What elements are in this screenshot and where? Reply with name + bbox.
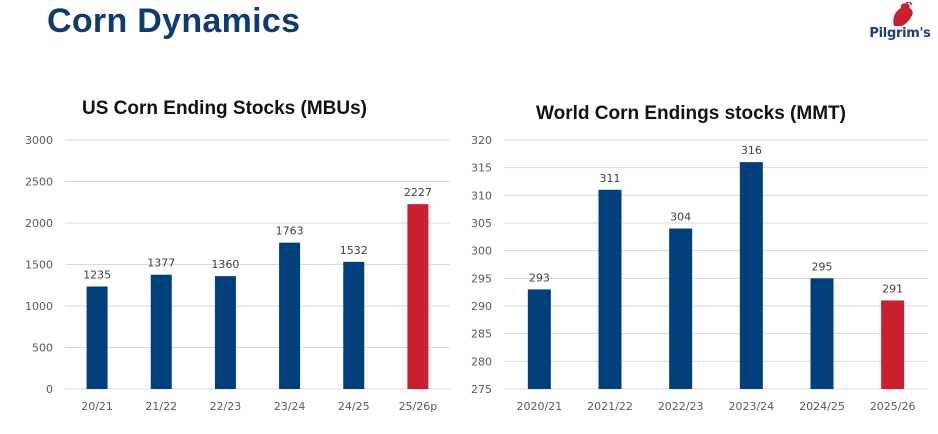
us-bar-24-25 (343, 261, 365, 389)
us-bar-23-24 (279, 242, 301, 389)
us-data-label: 1235 (83, 268, 111, 281)
world-bar-2023-24 (739, 162, 763, 389)
us-x-tick-label: 25/26p (399, 400, 438, 413)
us-y-tick-label: 500 (32, 342, 53, 355)
us-x-tick-label: 22/23 (210, 400, 242, 413)
us-y-tick-label: 2500 (25, 176, 53, 189)
us-chart-title: US Corn Ending Stocks (MBUs) (82, 98, 368, 119)
world-data-label: 311 (600, 172, 621, 185)
us-x-tick-label: 20/21 (81, 400, 113, 413)
us-data-label: 1532 (340, 244, 368, 257)
us-bar-25-26p (407, 204, 429, 389)
us-y-tick-label: 3000 (25, 134, 53, 147)
pilgrims-logo: Pilgrim's (864, 1, 936, 46)
world-bar-2025-26 (881, 300, 905, 389)
us-corn-ending-stocks-chart: 0 500 1000 1500 2000 2500 3000 1235 20/21 1377 21/… (25, 134, 450, 413)
page-title: Corn Dynamics (47, 2, 301, 40)
world-chart-title: World Corn Endings stocks (MMT) (536, 103, 846, 124)
world-data-label: 293 (529, 271, 550, 284)
us-data-label: 1360 (211, 258, 239, 271)
world-y-tick-label: 300 (471, 245, 492, 258)
us-bar-21-22 (150, 274, 172, 389)
world-x-tick-label: 2024/25 (799, 400, 845, 413)
us-bar-20-21 (86, 286, 108, 389)
us-x-tick-label: 23/24 (274, 400, 306, 413)
world-x-tick-label: 2025/26 (870, 400, 916, 413)
logo-text: Pilgrim's (869, 26, 931, 41)
world-y-tick-label: 315 (471, 162, 492, 175)
world-bar-2021-22 (598, 189, 622, 389)
world-y-tick-label: 305 (471, 217, 492, 230)
us-data-label: 1763 (276, 225, 304, 238)
world-data-label: 295 (812, 260, 833, 273)
world-y-tick-label: 280 (471, 355, 492, 368)
us-data-label: 1377 (147, 257, 175, 270)
world-x-tick-label: 2023/24 (728, 400, 774, 413)
world-y-tick-label: 310 (471, 189, 492, 202)
world-x-tick-label: 2021/22 (587, 400, 633, 413)
world-bar-2022-23 (669, 228, 693, 389)
us-x-tick-label: 24/25 (338, 400, 370, 413)
world-bar-2024-25 (810, 278, 834, 389)
world-x-tick-label: 2022/23 (658, 400, 704, 413)
us-data-label: 2227 (404, 186, 432, 199)
us-y-tick-label: 1500 (25, 259, 53, 272)
world-y-tick-label: 290 (471, 300, 492, 313)
world-data-label: 304 (670, 211, 691, 224)
world-y-tick-label: 295 (471, 272, 492, 285)
us-bar-22-23 (214, 276, 236, 389)
world-data-label: 316 (741, 144, 762, 157)
us-x-tick-label: 21/22 (145, 400, 177, 413)
world-y-tick-label: 320 (471, 134, 492, 147)
rooster-icon (893, 1, 913, 26)
world-data-label: 291 (882, 282, 903, 295)
us-y-tick-label: 2000 (25, 217, 53, 230)
world-x-tick-label: 2020/21 (516, 400, 562, 413)
world-y-tick-label: 285 (471, 328, 492, 341)
us-y-tick-label: 1000 (25, 300, 53, 313)
us-y-tick-label: 0 (46, 383, 53, 396)
world-bar-2020-21 (527, 289, 551, 389)
world-y-tick-label: 275 (471, 383, 492, 396)
